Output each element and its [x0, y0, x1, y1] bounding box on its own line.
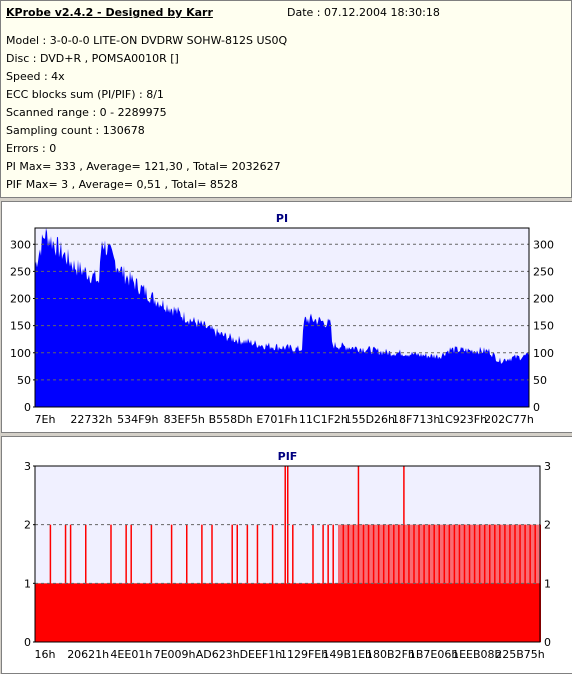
info-panel: KProbe v2.4.2 - Designed by Karr Date : … — [0, 0, 572, 198]
y-tick-label-right: 100 — [533, 347, 554, 360]
y-tick-label-right: 150 — [533, 320, 554, 333]
x-tick-label: 202C77h — [484, 413, 534, 426]
pi-stats-line: PI Max= 333 , Average= 121,30 , Total= 2… — [6, 160, 281, 173]
y-tick-label-right: 1 — [544, 577, 551, 590]
sampling-line: Sampling count : 130678 — [6, 124, 145, 137]
x-tick-label: 534F9h — [117, 413, 158, 426]
disc-line: Disc : DVD+R , POMSA0010R [] — [6, 52, 179, 65]
y-tick-label-left: 100 — [10, 347, 31, 360]
y-tick-label-left: 200 — [10, 293, 31, 306]
x-tick-label: 1B7E06h — [409, 648, 458, 661]
pif-stats-line: PIF Max= 3 , Average= 0,51 , Total= 8528 — [6, 178, 238, 191]
x-tick-label: E701Fh — [256, 413, 297, 426]
y-tick-label-right: 2 — [544, 519, 551, 532]
x-tick-label: 16h — [35, 648, 56, 661]
x-tick-label: AD623h — [196, 648, 240, 661]
x-tick-label: B558Dh — [209, 413, 253, 426]
pif-chart: PIF 0 0 1 1 2 2 3 3 16h 20621h 4EE01h 7E009h AD623h DE… — [24, 450, 551, 661]
pi-chart: PI 0 0 50 50 100 100 150 150 200 200 250 250 300 300 7E… — [10, 212, 554, 426]
model-line: Model : 3-0-0-0 LITE-ON DVDRW SOHW-812S … — [6, 34, 288, 47]
x-tick-label: DEEF1h — [240, 648, 283, 661]
pif-spike-3 — [287, 466, 289, 642]
y-tick-label-left: 1 — [24, 577, 31, 590]
y-tick-label-right: 3 — [544, 460, 551, 473]
pif-spike-2 — [332, 524, 334, 642]
y-tick-label-left: 150 — [10, 320, 31, 333]
x-tick-label: 7Eh — [35, 413, 56, 426]
pif-spike-2 — [231, 524, 233, 642]
y-tick-label-left: 0 — [24, 636, 31, 649]
y-tick-label-right: 300 — [533, 238, 554, 251]
plot-frame — [34, 465, 541, 643]
y-tick-label-left: 0 — [24, 401, 31, 414]
pif-spike-2 — [327, 524, 329, 642]
y-tick-label-right: 200 — [533, 293, 554, 306]
pif-spike-3 — [284, 466, 286, 642]
y-tick-label-right: 0 — [533, 401, 540, 414]
y-tick-label-left: 2 — [24, 519, 31, 532]
pif-spike-2 — [292, 524, 294, 642]
pif-chart-panel: PIF 0 0 1 1 2 2 3 3 16h 20621h 4EE01h 7E009h AD623h DE… — [1, 436, 572, 674]
pi-chart-panel: PI 0 0 50 50 100 100 150 150 200 200 250 250 300 300 7E… — [1, 201, 572, 433]
x-tick-label: 83EF5h — [164, 413, 205, 426]
y-tick-label-right: 0 — [544, 636, 551, 649]
x-tick-label: 11C1F2h — [299, 413, 348, 426]
pif-spike-2 — [49, 524, 52, 642]
x-tick-label: 7E009h — [154, 648, 196, 661]
y-tick-label-left: 250 — [10, 265, 31, 278]
range-line: Scanned range : 0 - 2289975 — [6, 106, 167, 119]
x-tick-label: 1C923Fh — [438, 413, 487, 426]
pif-spike-2 — [236, 524, 238, 642]
x-tick-label: 22732h — [70, 413, 112, 426]
scan-date: Date : 07.12.2004 18:30:18 — [287, 6, 440, 19]
pif-spike-2 — [170, 524, 173, 642]
y-tick-label-right: 250 — [533, 265, 554, 278]
pif-spike-2 — [201, 524, 203, 642]
plot-frame — [34, 227, 530, 408]
x-tick-label: 20621h — [67, 648, 109, 661]
pif-spike-2 — [69, 524, 72, 642]
x-tick-label: 180B2Fh — [366, 648, 415, 661]
pif-spike-2 — [110, 524, 112, 642]
speed-line: Speed : 4x — [6, 70, 65, 83]
pif-spike-2 — [271, 524, 274, 642]
y-tick-label-left: 300 — [10, 238, 31, 251]
x-tick-label: 18F713h — [392, 413, 440, 426]
y-tick-label-left: 3 — [24, 460, 31, 473]
ecc-line: ECC blocks sum (PI/PIF) : 8/1 — [6, 88, 164, 101]
chart-title: PI — [276, 212, 288, 225]
x-tick-label: 149B1Eh — [323, 648, 372, 661]
chart-title: PIF — [278, 450, 298, 463]
x-tick-label: 155D26h — [345, 413, 395, 426]
pi-series-area — [35, 228, 529, 407]
x-tick-label: 225B75h — [495, 648, 545, 661]
errors-line: Errors : 0 — [6, 142, 57, 155]
y-tick-label-left: 50 — [17, 374, 31, 387]
y-tick-label-right: 50 — [533, 374, 547, 387]
app-title: KProbe v2.4.2 - Designed by Karr — [6, 6, 213, 19]
x-tick-label: 4EE01h — [110, 648, 152, 661]
x-tick-label: 1EEB08h — [452, 648, 501, 661]
x-tick-label: 1129FEh — [280, 648, 328, 661]
